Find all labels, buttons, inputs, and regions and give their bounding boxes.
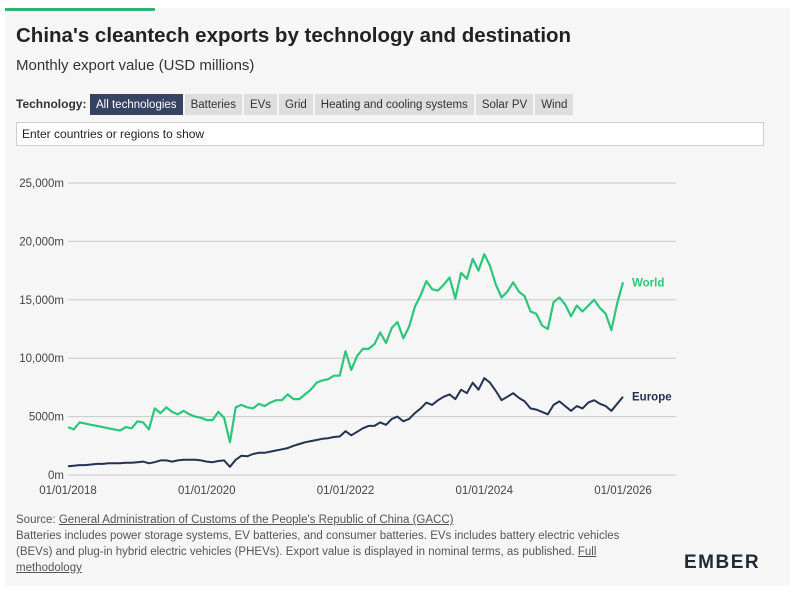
x-axis: 01/01/2018 01/01/2020 01/01/2022 01/01/2024…: [39, 485, 652, 497]
tab-evs[interactable]: EVs: [243, 94, 278, 115]
series-label-world: World: [632, 277, 664, 289]
y-tick-label: 10,000m: [19, 353, 64, 365]
x-tick-label: 01/01/2024: [455, 485, 513, 497]
source-prefix: Source:: [16, 514, 59, 526]
series-line-world: [67, 253, 625, 444]
tab-all-technologies[interactable]: All technologies: [90, 94, 183, 115]
source-note: Source: General Administration of Custom…: [16, 512, 636, 576]
y-tick-label: 25,000m: [19, 178, 64, 190]
y-axis: 0m 5000m 10,000m 15,000m 20,000m 25,000m: [19, 178, 64, 482]
chart-title: China's cleantech exports by technology …: [16, 24, 572, 47]
y-tick-label: 0m: [48, 470, 64, 482]
x-tick-label: 01/01/2026: [594, 485, 652, 497]
x-tick-label: 01/01/2020: [178, 485, 236, 497]
tab-solar-pv[interactable]: Solar PV: [475, 94, 534, 115]
tab-wind[interactable]: Wind: [535, 94, 574, 115]
tab-grid[interactable]: Grid: [279, 94, 313, 115]
accent-bar: [5, 8, 155, 11]
series-line-europe: [67, 377, 624, 468]
y-tick-label: 20,000m: [19, 236, 64, 248]
chart-subtitle: Monthly export value (USD millions): [16, 57, 255, 74]
methodology-link[interactable]: Full methodology: [16, 546, 597, 574]
technology-tabs: All technologies Batteries EVs Grid Heat…: [90, 94, 574, 115]
x-tick-label: 01/01/2018: [39, 485, 97, 497]
series-lines: [67, 253, 625, 468]
technology-label: Technology:: [16, 97, 87, 111]
tab-heating-cooling[interactable]: Heating and cooling systems: [314, 94, 474, 115]
series-labels: World Europe: [632, 277, 672, 403]
y-tick-label: 5000m: [29, 412, 64, 424]
grid-lines: [68, 182, 676, 476]
source-link[interactable]: General Administration of Customs of the…: [58, 514, 454, 526]
region-search-input[interactable]: [16, 122, 764, 146]
footnote-text: Batteries includes power storage systems…: [16, 530, 620, 558]
x-tick-label: 01/01/2022: [317, 485, 375, 497]
y-tick-label: 15,000m: [19, 295, 64, 307]
tab-batteries[interactable]: Batteries: [184, 94, 242, 115]
ember-logo: EMBER: [684, 552, 761, 573]
series-label-europe: Europe: [632, 392, 672, 404]
line-chart: 0m 5000m 10,000m 15,000m 20,000m 25,000m 01/0…: [19, 178, 676, 497]
